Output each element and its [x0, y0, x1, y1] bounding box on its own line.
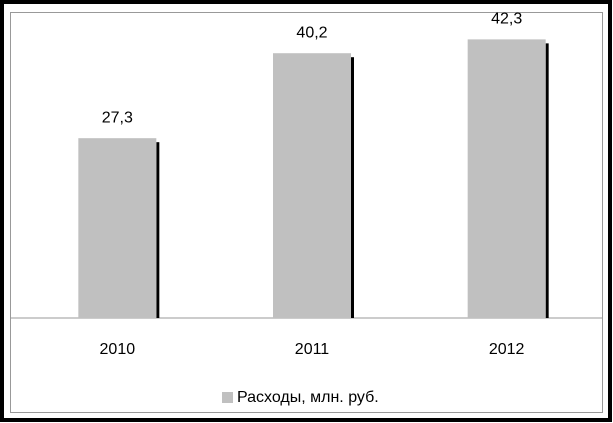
x-tick-label: 2012 [489, 341, 525, 358]
legend-label: Расходы, млн. руб. [237, 389, 379, 406]
bar-shadow [545, 43, 549, 319]
bar-shadow [156, 142, 160, 318]
legend-swatch [222, 392, 233, 403]
bar-shadow [351, 57, 354, 319]
bar [273, 53, 351, 319]
data-label: 42,3 [491, 11, 522, 28]
data-label: 27,3 [102, 109, 133, 126]
x-tick-label: 2011 [295, 341, 330, 358]
chart-area [10, 12, 603, 413]
bar [467, 39, 546, 319]
data-label: 40,2 [296, 24, 327, 41]
x-tick-label: 2010 [100, 341, 136, 358]
bar [78, 138, 157, 318]
